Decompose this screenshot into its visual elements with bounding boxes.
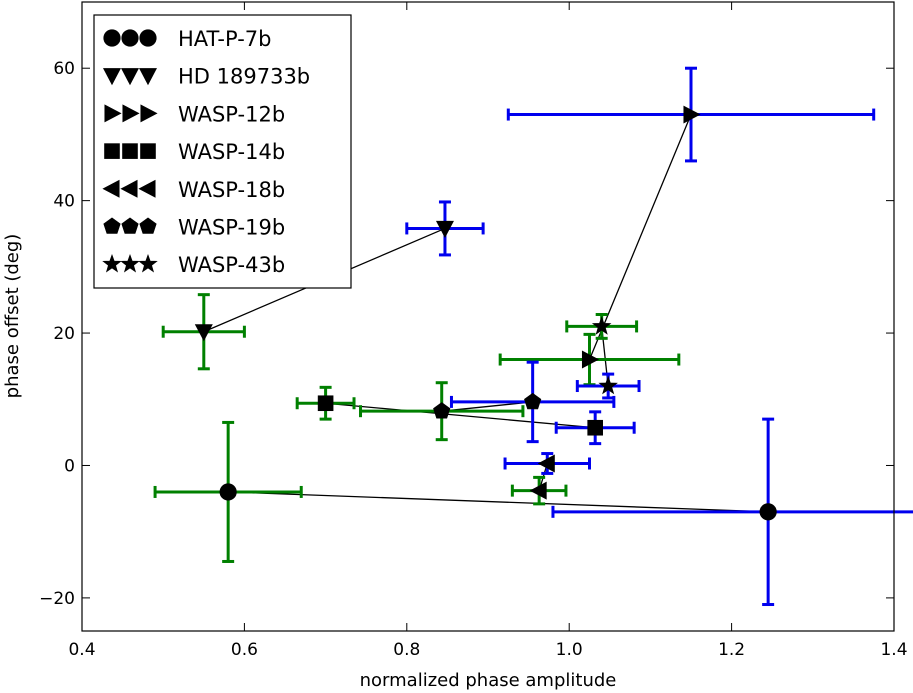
- hat-p-7b-errorbar: [551, 417, 913, 607]
- legend-wasp-19b-marker: [139, 217, 157, 234]
- legend-wasp-14b-marker: [122, 143, 138, 159]
- wasp-18b-point: [537, 454, 555, 473]
- legend-wasp-43b-marker: [138, 253, 158, 273]
- x-tick-label: 1.2: [718, 640, 745, 660]
- legend-hd-189733b-label: HD 189733b: [178, 65, 310, 89]
- legend-hd-189733b-marker: [139, 68, 157, 86]
- legend-hat-p-7b-marker: [139, 29, 157, 47]
- hd-189733b-point: [435, 220, 454, 239]
- x-tick-label: 0.4: [68, 640, 95, 660]
- legend-wasp-19b-marker: [121, 217, 139, 234]
- y-tick-label: 40: [53, 192, 75, 212]
- wasp-14b-point: [587, 419, 603, 436]
- y-tick-label: 0: [64, 456, 75, 476]
- marker-layer: [194, 105, 777, 521]
- legend-wasp-18b-marker: [102, 179, 120, 198]
- plot-frame: [81, 1, 895, 632]
- legend-wasp-19b-label: WASP-19b: [178, 216, 285, 240]
- wasp-12b-connector: [588, 114, 692, 360]
- wasp-18b-point: [529, 481, 547, 500]
- legend-wasp-18b-label: WASP-18b: [178, 178, 285, 202]
- legend-hd-189733b-marker: [103, 68, 121, 86]
- legend-wasp-14b-marker: [104, 143, 120, 159]
- wasp-19b-point: [524, 392, 542, 410]
- hat-p-7b-point: [759, 503, 777, 521]
- legend-wasp-43b-label: WASP-43b: [178, 253, 285, 277]
- legend-wasp-18b-marker: [120, 179, 138, 198]
- connector-layer: [203, 114, 769, 513]
- y-axis-label: phase offset (deg): [2, 234, 23, 399]
- legend-wasp-14b-label: WASP-14b: [178, 140, 285, 164]
- wasp-19b-point: [433, 402, 451, 419]
- legend-hd-189733b-marker: [121, 68, 139, 86]
- hd-189733b-point: [194, 324, 213, 342]
- legend-wasp-43b-marker: [102, 253, 122, 273]
- wasp-12b-point: [581, 350, 600, 369]
- x-tick-label: 1.0: [556, 640, 583, 660]
- tick-layer: 0.4 0.6 0.8 1.0 1.2 1.4 −20 0 20 40 60: [39, 2, 908, 660]
- y-tick-label: −20: [39, 589, 75, 609]
- hat-p-7b-connector: [228, 491, 769, 513]
- legend-wasp-12b-marker: [104, 104, 122, 123]
- legend-hat-p-7b-marker: [121, 29, 139, 47]
- legend-wasp-43b-marker: [120, 253, 140, 273]
- x-tick-label: 0.6: [231, 640, 258, 660]
- legend-wasp-12b-label: WASP-12b: [178, 102, 285, 126]
- y-tick-label: 20: [53, 324, 75, 344]
- legend-wasp-12b-marker: [122, 104, 140, 123]
- legend-wasp-18b-marker: [138, 179, 156, 198]
- y-tick-label: 60: [53, 59, 75, 79]
- wasp-14b-connector: [325, 402, 596, 429]
- x-axis-label: normalized phase amplitude: [360, 670, 617, 691]
- wasp-43b-point: [598, 375, 618, 395]
- legend-wasp-19b-marker: [103, 217, 121, 234]
- legend-wasp-14b-marker: [140, 143, 156, 159]
- wasp-14b-point: [317, 395, 334, 412]
- hat-p-7b-point: [219, 483, 237, 501]
- wasp-12b-point: [683, 105, 701, 124]
- wasp-19b-connector: [441, 401, 533, 412]
- x-tick-label: 0.8: [393, 640, 420, 660]
- legend-hat-p-7b-marker: [103, 29, 121, 47]
- legend-wasp-12b-marker: [140, 104, 158, 123]
- wasp-43b-point: [591, 316, 612, 335]
- legend-hat-p-7b-label: HAT-P-7b: [178, 27, 271, 51]
- x-tick-label: 1.4: [880, 640, 907, 660]
- legend: HAT-P-7b HD 189733b WASP-12b WASP-14b WASP-1…: [93, 14, 352, 289]
